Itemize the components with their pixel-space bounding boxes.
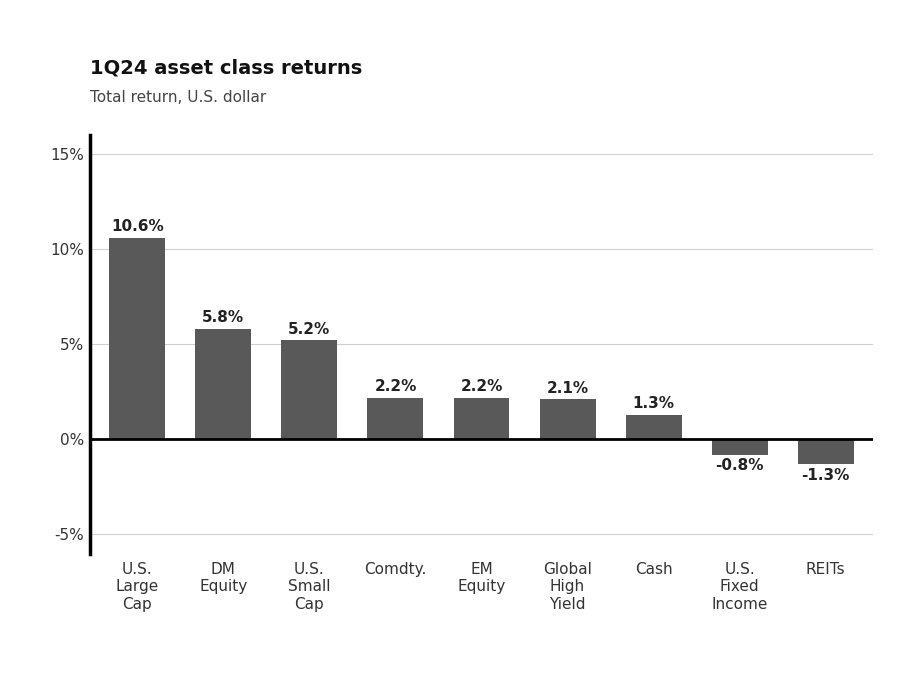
Text: -0.8%: -0.8% bbox=[716, 458, 764, 473]
Text: Total return, U.S. dollar: Total return, U.S. dollar bbox=[90, 90, 266, 105]
Text: 2.2%: 2.2% bbox=[374, 379, 417, 394]
Bar bbox=[454, 398, 509, 439]
Text: 2.1%: 2.1% bbox=[546, 381, 589, 396]
Bar bbox=[797, 439, 853, 464]
Text: 2.2%: 2.2% bbox=[460, 379, 503, 394]
Text: 5.8%: 5.8% bbox=[202, 310, 245, 325]
Bar bbox=[540, 400, 596, 439]
Bar bbox=[110, 238, 166, 439]
Text: -1.3%: -1.3% bbox=[802, 468, 850, 483]
Bar bbox=[626, 414, 681, 439]
Text: 10.6%: 10.6% bbox=[111, 219, 164, 234]
Bar bbox=[282, 340, 338, 439]
Bar bbox=[195, 329, 251, 439]
Bar bbox=[712, 439, 768, 454]
Text: 5.2%: 5.2% bbox=[288, 322, 330, 337]
Text: 1.3%: 1.3% bbox=[633, 396, 675, 411]
Text: 1Q24 asset class returns: 1Q24 asset class returns bbox=[90, 59, 362, 78]
Bar bbox=[367, 398, 423, 439]
